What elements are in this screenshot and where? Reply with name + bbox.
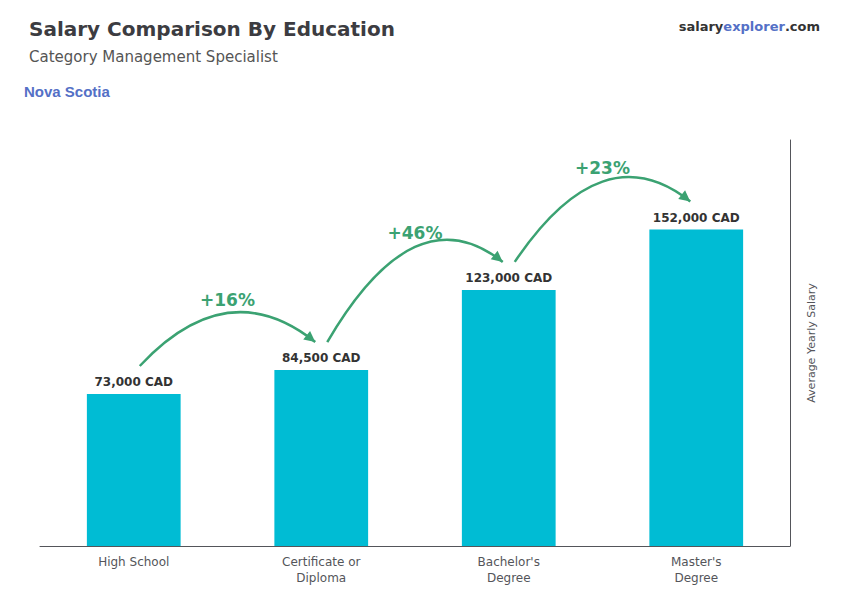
svg-text:explorer: explorer <box>723 19 785 34</box>
svg-text:+23%: +23% <box>575 158 630 178</box>
svg-text:Average Yearly Salary: Average Yearly Salary <box>805 283 818 403</box>
svg-text:152,000 CAD: 152,000 CAD <box>653 211 740 225</box>
svg-text:Certificate or: Certificate or <box>282 555 360 569</box>
svg-text:Category Management Specialist: Category Management Specialist <box>29 48 278 66</box>
svg-text:Diploma: Diploma <box>296 571 346 585</box>
svg-text:+16%: +16% <box>200 290 255 310</box>
svg-text:84,500 CAD: 84,500 CAD <box>282 351 361 365</box>
svg-text:Bachelor's: Bachelor's <box>478 555 540 569</box>
svg-text:Master's: Master's <box>671 555 722 569</box>
svg-text:Degree: Degree <box>674 571 718 585</box>
svg-text:salary: salary <box>679 19 724 34</box>
svg-text:Salary Comparison By Education: Salary Comparison By Education <box>29 17 395 41</box>
svg-text:Nova Scotia: Nova Scotia <box>24 83 111 100</box>
svg-text:High School: High School <box>98 555 169 569</box>
svg-text:+46%: +46% <box>388 223 443 243</box>
svg-text:.com: .com <box>785 19 820 34</box>
svg-text:Degree: Degree <box>487 571 531 585</box>
svg-text:123,000 CAD: 123,000 CAD <box>465 271 552 285</box>
svg-text:73,000 CAD: 73,000 CAD <box>94 375 173 389</box>
